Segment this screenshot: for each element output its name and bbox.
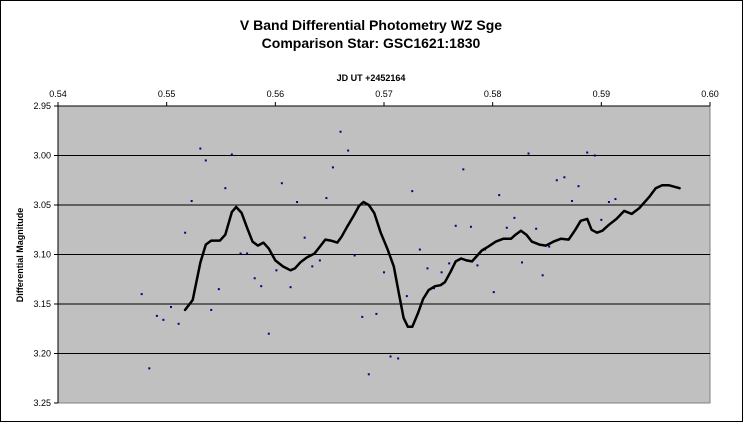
y-tick-label: 3.25 (33, 398, 51, 408)
x-axis-title: JD UT +2452164 (337, 73, 406, 83)
y-tick-label: 2.95 (33, 101, 51, 111)
data-point (418, 248, 421, 251)
data-point (593, 154, 596, 157)
data-point (325, 197, 328, 200)
data-point (367, 373, 370, 376)
data-point (210, 308, 213, 311)
data-point (448, 262, 451, 265)
data-point (296, 201, 299, 204)
data-point (162, 318, 165, 321)
x-tick-label: 0.58 (484, 89, 502, 99)
chart-subtitle: Comparison Star: GSC1621:1830 (262, 35, 481, 51)
data-point (347, 149, 350, 152)
y-tick-label: 3.20 (33, 349, 51, 359)
trend-line (183, 183, 681, 329)
data-point (570, 200, 573, 203)
data-point (184, 231, 187, 234)
data-point (190, 200, 193, 203)
data-point (375, 312, 378, 315)
x-tick-label: 0.54 (49, 89, 67, 99)
data-point (454, 224, 457, 227)
data-point (224, 187, 227, 190)
data-point (607, 201, 610, 204)
data-point (253, 277, 256, 280)
x-tick-label: 0.55 (158, 89, 176, 99)
data-point (353, 254, 356, 257)
data-point (492, 291, 495, 294)
data-point (280, 182, 283, 185)
data-point (199, 147, 202, 150)
data-point (586, 151, 589, 154)
data-point (339, 130, 342, 133)
data-point (440, 271, 443, 274)
data-point (246, 252, 249, 255)
data-point (140, 293, 143, 296)
data-point (170, 305, 173, 308)
data-point (476, 264, 479, 267)
data-point (563, 176, 566, 179)
data-point (389, 355, 392, 358)
data-point (498, 194, 501, 197)
data-point (521, 261, 524, 264)
data-point (318, 259, 321, 262)
data-point (289, 286, 292, 289)
data-point (411, 190, 414, 193)
data-point (577, 185, 580, 188)
data-point (361, 315, 364, 318)
data-point (548, 245, 551, 248)
data-point (614, 198, 617, 201)
data-point (462, 168, 465, 171)
x-tick-label: 0.60 (701, 89, 719, 99)
data-point (405, 295, 408, 298)
data-point (177, 322, 180, 325)
data-point (260, 285, 263, 288)
data-point (527, 152, 530, 155)
data-point (555, 179, 558, 182)
data-point (239, 252, 242, 255)
x-tick-label: 0.56 (267, 89, 285, 99)
data-point (469, 225, 472, 228)
data-point (383, 271, 385, 274)
x-tick-label: 0.57 (375, 89, 393, 99)
data-point (267, 332, 270, 335)
data-point (311, 265, 314, 268)
data-point (148, 367, 151, 370)
data-point (535, 227, 538, 230)
y-tick-label: 3.00 (33, 151, 51, 161)
data-point (505, 226, 508, 229)
data-point (426, 267, 429, 270)
y-tick-label: 3.05 (33, 200, 51, 210)
data-point (217, 288, 220, 291)
data-point (541, 274, 544, 277)
y-tick-label: 3.10 (33, 250, 51, 260)
data-point (331, 166, 334, 169)
data-point (303, 236, 306, 239)
data-point (230, 153, 233, 156)
data-point (513, 216, 516, 219)
data-point (204, 159, 207, 162)
data-point (600, 218, 603, 221)
y-axis-title: Differential Magnitude (15, 208, 25, 303)
chart-title: V Band Differential Photometry WZ Sge (240, 17, 502, 33)
data-point (155, 314, 158, 317)
data-point (397, 357, 400, 360)
data-point (275, 269, 278, 272)
y-tick-label: 3.15 (33, 299, 51, 309)
x-tick-label: 0.59 (593, 89, 611, 99)
